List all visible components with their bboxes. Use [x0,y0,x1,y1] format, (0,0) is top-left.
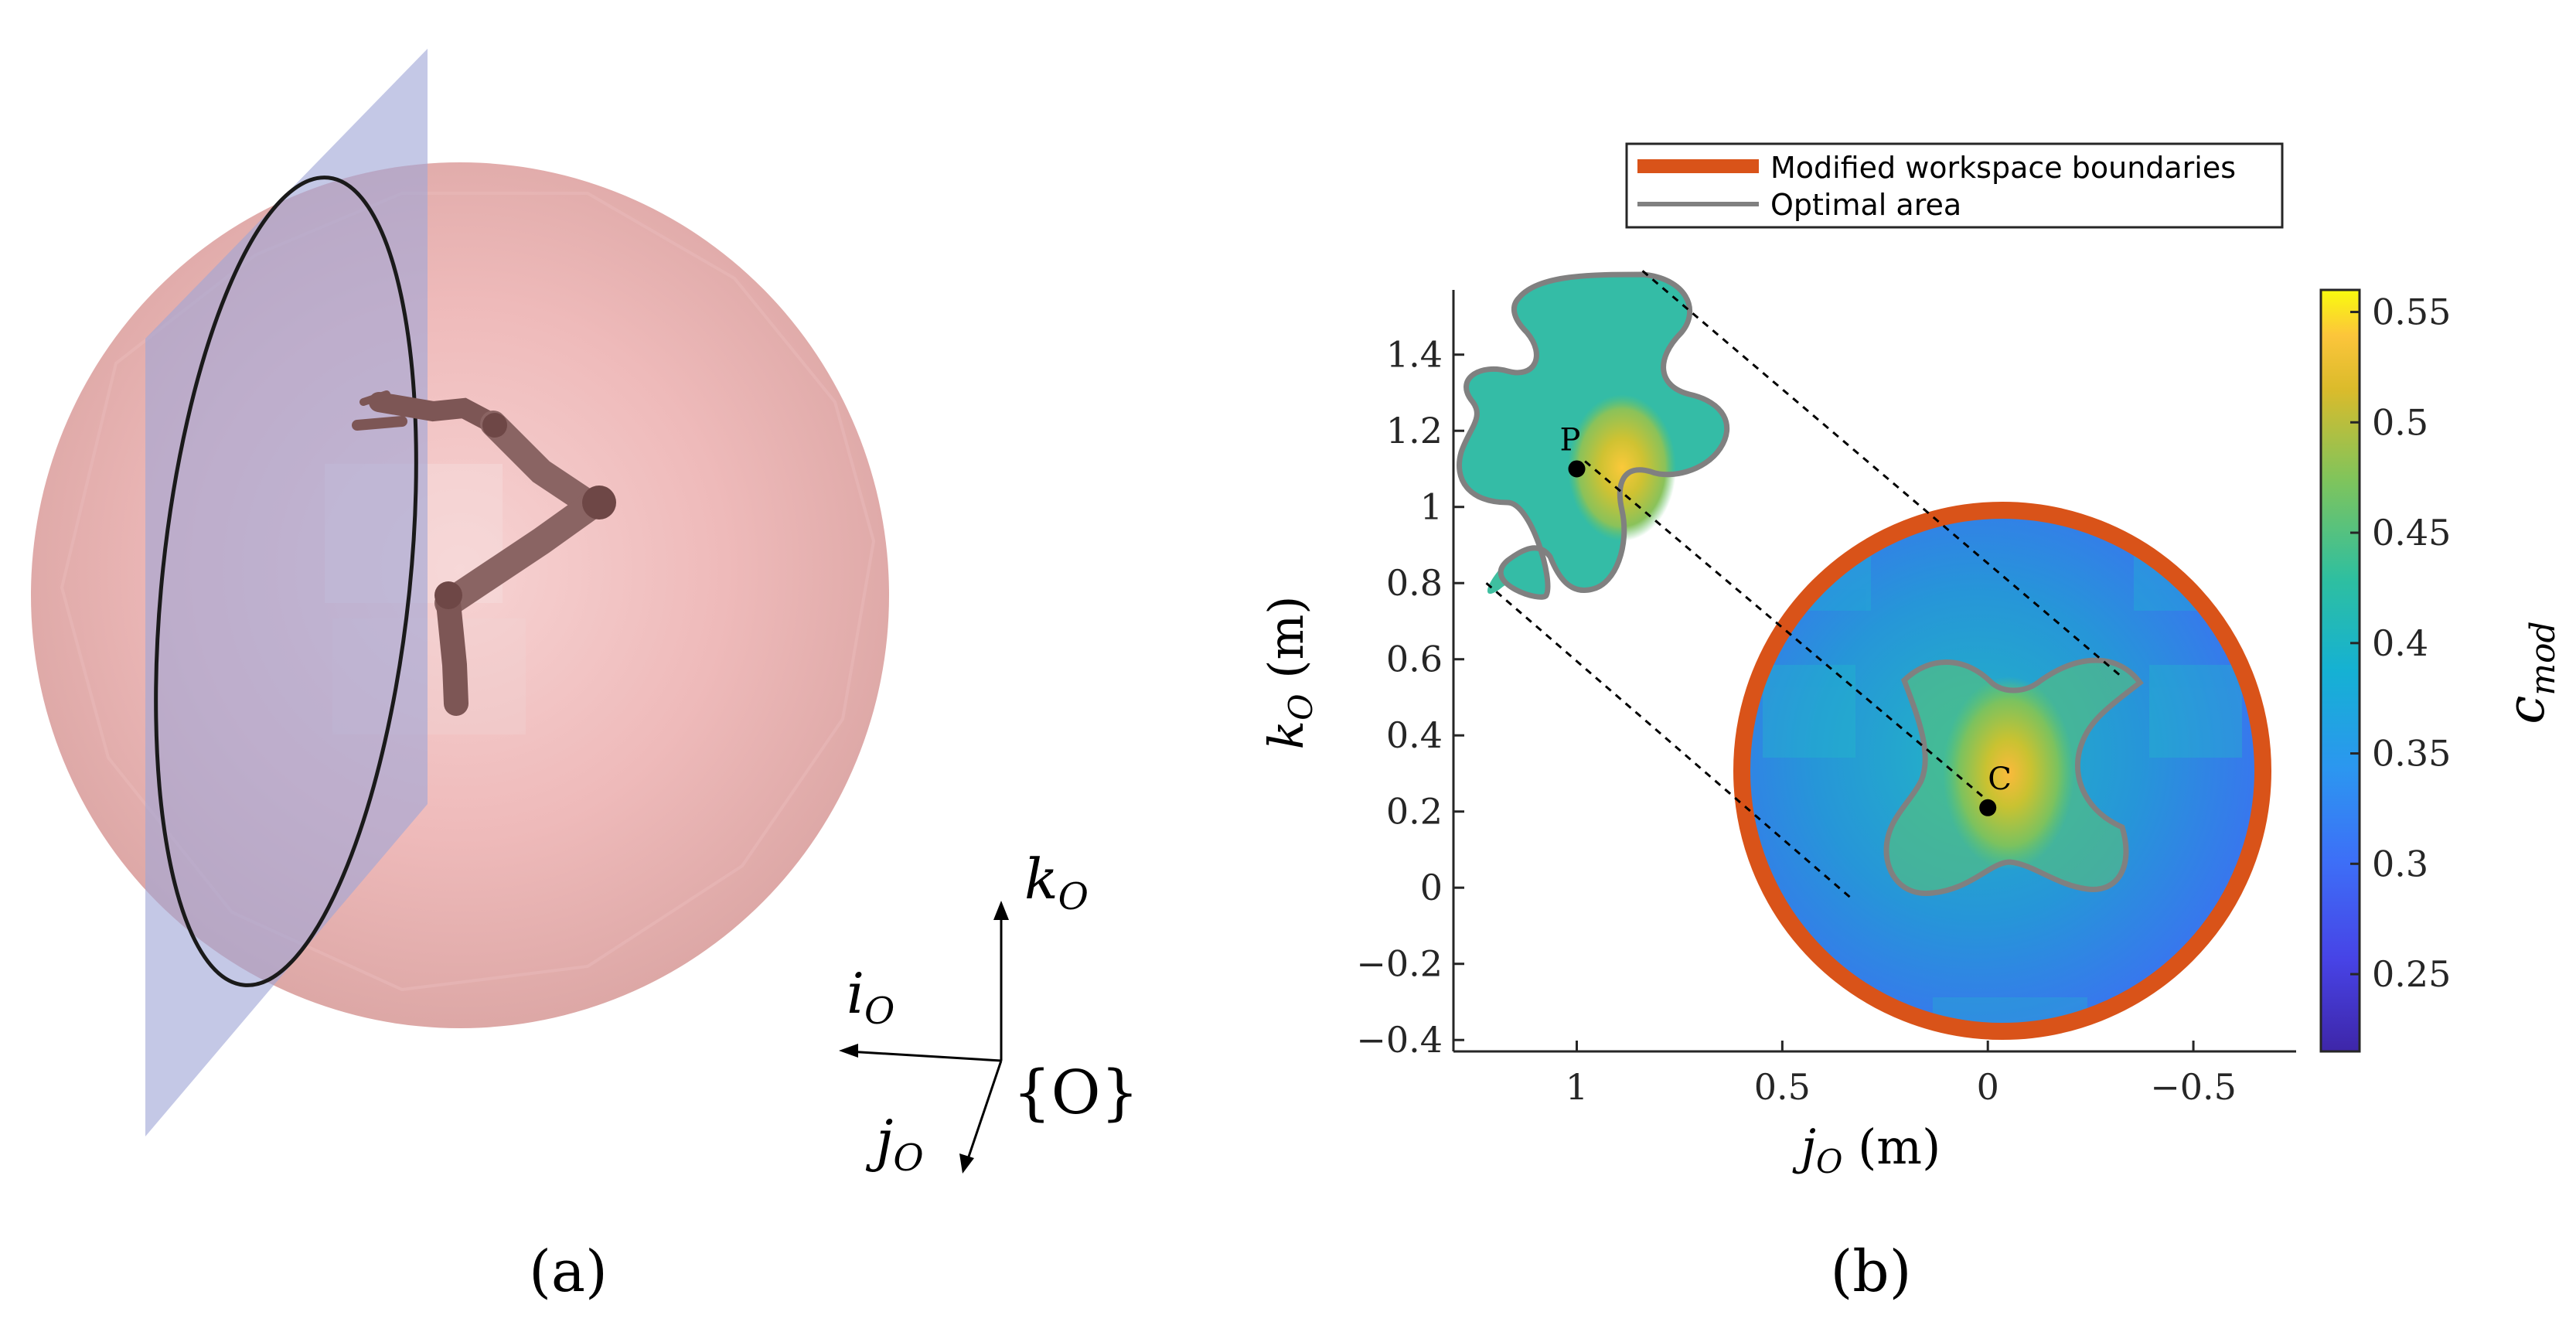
robot-arm [352,390,616,716]
x-tick-label: 0 [1977,1066,1999,1108]
legend-label-boundary: Modified workspace boundaries [1770,151,2236,185]
y-tick-label: 0.6 [1386,639,1443,680]
colorbar-tick-label: 0.5 [2372,401,2428,443]
colorbar: 0.25 0.3 0.35 0.4 0.45 0.5 0.55 cmod [2319,288,2563,1053]
y-tick-label: 0.4 [1386,714,1443,756]
colorbar-tick-label: 0.35 [2372,733,2451,775]
panel-b: −0.4 −0.2 0 0.2 0.4 0.6 0.8 1 1.2 1.4 1 0.5 0 −0.5 P… [1258,142,2563,1305]
x-tick-label: 1 [1566,1066,1588,1108]
workspace-heatmap [1733,502,2271,1040]
point-label-c: C [1988,762,2012,797]
colorbar-label: cmod [2496,621,2563,724]
y-axis-label: kO (m) [1258,596,1320,750]
y-tick-label: 0 [1420,867,1443,908]
x-axis-label: jO (m) [1792,1119,1941,1181]
panel-a-label: (a) [529,1239,608,1305]
colorbar-tick-label: 0.45 [2372,512,2451,554]
y-tick-label: −0.4 [1356,1019,1443,1061]
y-tick-label: 1 [1420,486,1443,528]
panel-a: kO iO jO {O} (a) [31,49,1139,1305]
colorbar-tick-label: 0.55 [2372,291,2451,333]
y-tick-label: 0.2 [1386,791,1443,833]
y-tick-label: −0.2 [1356,943,1443,985]
j-arrowhead [959,1153,974,1174]
guide-lines [1485,270,2125,901]
y-tick-label: 1.2 [1386,410,1443,451]
y-tick-label: 0.8 [1386,562,1443,604]
guide-line [1485,582,1853,901]
marked-points: PC [1560,422,2012,816]
k-arrowhead [993,901,1009,920]
guide-line [1584,460,1997,809]
legend-label-optimal: Optimal area [1770,188,1961,222]
frame-O [847,911,1003,1164]
k-axis-label: kO [1024,847,1089,918]
point-c [1979,799,1997,816]
x-ticks: 1 0.5 0 −0.5 [1566,1041,2237,1108]
panel-b-label: (b) [1830,1239,1911,1305]
colorbar-tick-label: 0.4 [2372,622,2428,664]
axes: −0.4 −0.2 0 0.2 0.4 0.6 0.8 1 1.2 1.4 1 0.5 0 −0.5 [1356,290,2296,1108]
plane-circle [154,175,418,987]
x-tick-label: 0.5 [1754,1066,1811,1108]
j-axis-label: jO [865,1108,924,1180]
colorbar-tick-label: 0.3 [2372,843,2428,884]
y-ticks: −0.4 −0.2 0 0.2 0.4 0.6 0.8 1 1.2 1.4 [1356,334,1464,1061]
colorbar-tick-label: 0.25 [2372,953,2451,995]
i-arrowhead [839,1044,858,1058]
point-p [1568,460,1586,478]
y-tick-label: 1.4 [1386,334,1443,376]
origin-label: {O} [1013,1058,1139,1128]
workspace-boundary [1733,502,2271,1040]
x-tick-label: −0.5 [2150,1066,2237,1108]
translated-optimal-area [1457,271,1730,600]
i-axis-label: iO [847,961,894,1033]
legend: Modified workspace boundaries Optimal ar… [1625,142,2284,229]
colorbar-ticks: 0.25 0.3 0.35 0.4 0.45 0.5 0.55 [2350,291,2451,995]
point-label-p: P [1560,422,1581,458]
